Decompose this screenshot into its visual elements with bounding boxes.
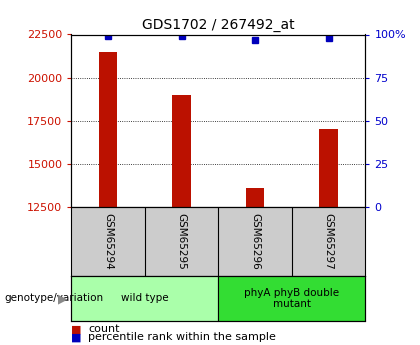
Text: ■: ■: [71, 325, 82, 334]
Bar: [71, 276, 218, 321]
Bar: [320, 129, 338, 207]
Text: wild type: wild type: [121, 294, 169, 303]
Bar: [99, 52, 117, 207]
Text: count: count: [88, 325, 120, 334]
Text: ■: ■: [71, 333, 82, 342]
Text: GSM65294: GSM65294: [103, 213, 113, 270]
Text: GSM65296: GSM65296: [250, 213, 260, 270]
Text: GSM65297: GSM65297: [324, 213, 333, 270]
Title: GDS1702 / 267492_at: GDS1702 / 267492_at: [142, 18, 295, 32]
Text: percentile rank within the sample: percentile rank within the sample: [88, 333, 276, 342]
Text: phyA phyB double
mutant: phyA phyB double mutant: [244, 288, 339, 309]
Text: GSM65295: GSM65295: [177, 213, 186, 270]
Text: ▶: ▶: [58, 292, 67, 305]
Text: genotype/variation: genotype/variation: [4, 294, 103, 303]
Bar: [218, 276, 365, 321]
Bar: [246, 188, 264, 207]
Bar: [173, 95, 191, 207]
